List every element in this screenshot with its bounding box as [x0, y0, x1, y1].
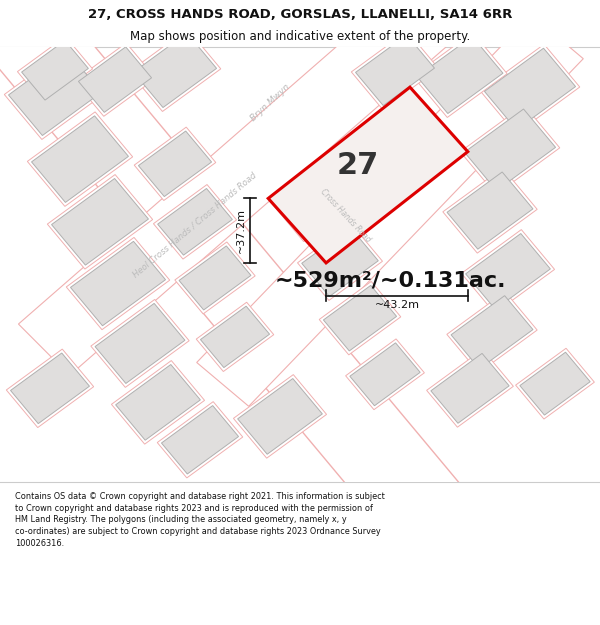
Text: Bryn Mwyn: Bryn Mwyn	[248, 82, 292, 123]
Polygon shape	[346, 339, 424, 409]
Polygon shape	[196, 302, 274, 371]
Polygon shape	[298, 224, 382, 301]
Polygon shape	[323, 286, 397, 351]
Polygon shape	[515, 348, 595, 419]
Polygon shape	[116, 364, 200, 440]
Polygon shape	[52, 179, 148, 265]
Polygon shape	[356, 35, 434, 106]
Polygon shape	[19, 0, 581, 376]
Text: 27, CROSS HANDS ROAD, GORSLAS, LLANELLI, SA14 6RR: 27, CROSS HANDS ROAD, GORSLAS, LLANELLI,…	[88, 8, 512, 21]
Polygon shape	[319, 281, 401, 355]
Polygon shape	[95, 303, 185, 384]
Text: ~43.2m: ~43.2m	[374, 301, 419, 311]
Polygon shape	[79, 47, 152, 112]
Polygon shape	[139, 131, 212, 197]
Text: Cross Hands Road: Cross Hands Road	[318, 187, 372, 244]
Polygon shape	[179, 246, 251, 310]
Polygon shape	[520, 352, 590, 415]
Polygon shape	[91, 299, 189, 388]
Polygon shape	[197, 15, 583, 406]
Polygon shape	[484, 48, 575, 130]
Polygon shape	[134, 127, 216, 201]
Polygon shape	[427, 349, 514, 428]
Polygon shape	[271, 161, 359, 242]
Polygon shape	[0, 0, 471, 549]
Polygon shape	[443, 168, 537, 253]
Polygon shape	[161, 406, 239, 474]
Polygon shape	[460, 105, 560, 194]
Polygon shape	[302, 228, 378, 296]
Polygon shape	[129, 29, 221, 111]
Polygon shape	[8, 52, 101, 136]
Polygon shape	[74, 43, 156, 116]
Polygon shape	[238, 379, 322, 454]
Polygon shape	[417, 36, 503, 114]
Polygon shape	[451, 296, 533, 369]
Polygon shape	[461, 229, 554, 313]
Polygon shape	[133, 33, 217, 108]
Polygon shape	[112, 361, 205, 444]
Polygon shape	[28, 112, 133, 206]
Polygon shape	[47, 174, 152, 269]
Polygon shape	[4, 48, 106, 139]
Text: ~529m²/~0.131ac.: ~529m²/~0.131ac.	[274, 271, 506, 291]
Polygon shape	[480, 44, 580, 134]
Text: Contains OS data © Crown copyright and database right 2021. This information is : Contains OS data © Crown copyright and d…	[15, 492, 385, 548]
Polygon shape	[466, 234, 550, 309]
Polygon shape	[464, 109, 556, 191]
Polygon shape	[7, 349, 94, 428]
Polygon shape	[17, 36, 92, 104]
Polygon shape	[32, 116, 128, 202]
Polygon shape	[268, 87, 468, 263]
Polygon shape	[157, 402, 243, 478]
Polygon shape	[70, 241, 166, 326]
Polygon shape	[275, 165, 355, 238]
Polygon shape	[200, 306, 269, 368]
Polygon shape	[431, 353, 509, 423]
Polygon shape	[66, 238, 170, 330]
Text: 27: 27	[337, 151, 379, 180]
Text: Map shows position and indicative extent of the property.: Map shows position and indicative extent…	[130, 30, 470, 43]
Polygon shape	[352, 31, 439, 109]
Polygon shape	[175, 242, 255, 314]
Polygon shape	[447, 172, 533, 249]
Polygon shape	[447, 292, 537, 372]
Polygon shape	[350, 343, 420, 406]
Polygon shape	[11, 353, 89, 424]
Polygon shape	[158, 189, 232, 255]
Text: ~37.2m: ~37.2m	[236, 208, 246, 253]
Polygon shape	[154, 184, 236, 259]
Polygon shape	[233, 374, 326, 458]
Text: Heol Cross Hands / Cross Hands Road: Heol Cross Hands / Cross Hands Road	[131, 170, 259, 279]
Polygon shape	[413, 32, 507, 118]
Polygon shape	[22, 41, 88, 100]
